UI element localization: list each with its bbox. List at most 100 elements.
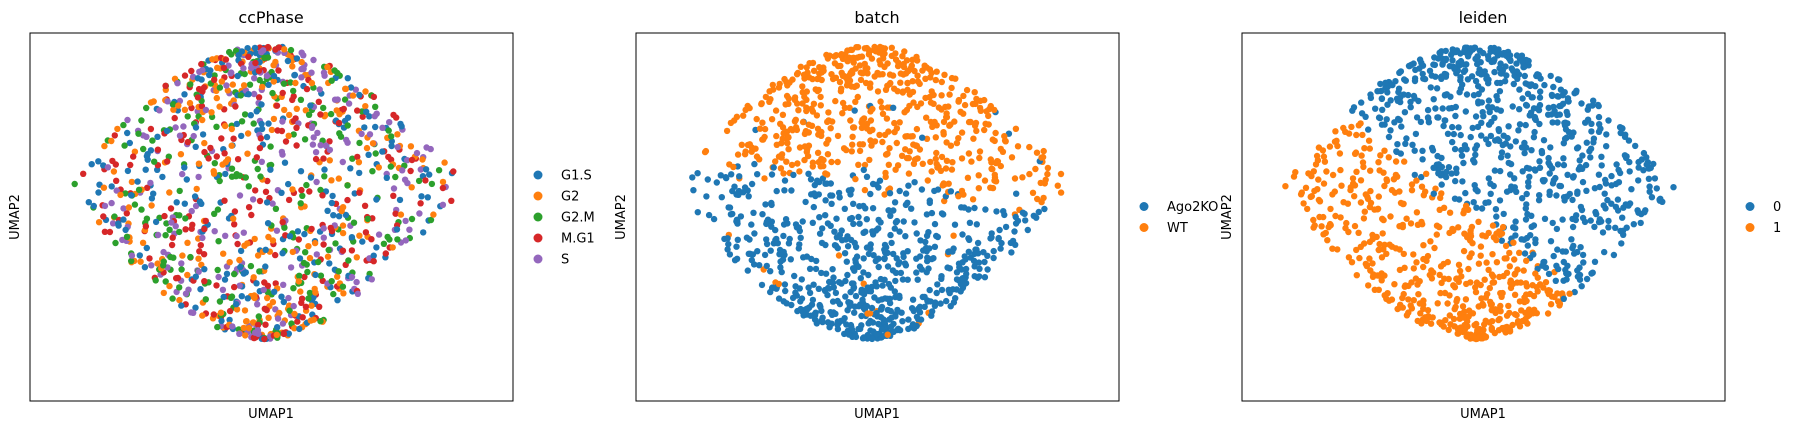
scatter-point: [1626, 168, 1633, 175]
scatter-point: [317, 318, 324, 325]
scatter-point: [877, 219, 884, 226]
scatter-point: [1444, 130, 1452, 137]
scatter-point: [1007, 239, 1014, 247]
scatter-point: [1534, 105, 1541, 112]
scatter-point: [892, 50, 899, 57]
scatter-point: [343, 136, 350, 144]
scatter-point: [198, 200, 205, 207]
scatter-point: [1397, 98, 1404, 106]
scatter-point: [1553, 262, 1560, 269]
scatter-point: [1528, 223, 1535, 230]
scatter-point: [1599, 229, 1607, 236]
scatter-point: [1563, 270, 1570, 277]
scatter-point: [1523, 164, 1531, 172]
scatter-point: [339, 222, 347, 229]
scatter-point: [1603, 143, 1610, 150]
scatter-point: [1437, 194, 1444, 202]
scatter-point: [921, 293, 928, 301]
scatter-point: [183, 176, 190, 183]
scatter-point: [1531, 113, 1539, 121]
scatter-point: [870, 252, 877, 259]
scatter-point: [1493, 213, 1500, 220]
scatter-point: [221, 122, 229, 130]
scatter-point: [863, 302, 871, 310]
scatter-point: [1332, 212, 1339, 220]
scatter-point: [1403, 135, 1410, 142]
scatter-point: [1472, 145, 1479, 153]
scatter-point: [858, 286, 865, 293]
scatter-point: [186, 99, 194, 107]
scatter-point: [1419, 70, 1426, 78]
scatter-point: [1473, 204, 1480, 211]
scatter-point: [236, 172, 244, 179]
scatter-point: [938, 275, 945, 282]
scatter-point: [142, 166, 149, 173]
scatter-point: [836, 300, 844, 308]
scatter-point: [326, 157, 333, 164]
scatter-point: [947, 142, 955, 149]
scatter-point: [734, 236, 741, 243]
scatter-point: [1519, 168, 1526, 175]
scatter-point: [1499, 289, 1506, 297]
scatter-point: [306, 188, 313, 195]
scatter-point: [327, 110, 335, 118]
scatter-point: [210, 311, 217, 318]
scatter-point: [251, 44, 259, 52]
scatter-point: [1347, 184, 1354, 191]
scatter-point: [182, 226, 189, 233]
scatter-point: [1320, 213, 1327, 221]
scatter-point: [213, 94, 220, 102]
scatter-point: [834, 158, 841, 166]
scatter-point: [330, 212, 337, 219]
scatter-point: [856, 53, 863, 61]
scatter-point: [316, 303, 323, 310]
scatter-point: [1326, 220, 1334, 228]
scatter-point: [261, 54, 268, 62]
scatter-point: [800, 254, 807, 261]
scatter-point: [938, 92, 945, 99]
scatter-point: [1640, 167, 1647, 174]
scatter-point: [339, 283, 347, 290]
plot-frame: [635, 32, 1120, 402]
scatter-point: [356, 189, 363, 196]
scatter-point: [791, 272, 798, 280]
scatter-point: [241, 307, 249, 314]
scatter-point: [340, 105, 347, 113]
scatter-point: [126, 139, 133, 147]
scatter-point: [827, 309, 834, 316]
scatter-point: [931, 302, 939, 309]
scatter-point: [1540, 284, 1547, 291]
scatter-point: [113, 177, 120, 184]
scatter-point: [932, 76, 939, 84]
scatter-point: [1375, 193, 1382, 200]
scatter-point: [184, 113, 191, 120]
scatter-point: [123, 210, 130, 217]
scatter-point: [1466, 237, 1474, 244]
scatter-point: [892, 219, 900, 226]
scatter-point: [768, 116, 776, 123]
scatter-point: [1386, 241, 1393, 248]
scatter-point: [197, 242, 204, 249]
scatter-point: [110, 168, 118, 175]
scatter-point: [849, 133, 856, 140]
scatter-point: [1359, 159, 1367, 166]
scatter-point: [762, 201, 769, 208]
scatter-point: [222, 56, 230, 63]
scatter-point: [740, 112, 747, 119]
scatter-point: [1554, 93, 1561, 100]
scatter-point: [787, 125, 795, 133]
scatter-point: [243, 318, 250, 325]
scatter-point: [1547, 301, 1555, 308]
scatter-point: [1420, 75, 1427, 82]
scatter-point: [1401, 76, 1408, 83]
scatter-point: [252, 49, 260, 57]
scatter-point: [306, 289, 314, 297]
scatter-point: [256, 76, 263, 84]
scatter-point: [1522, 216, 1530, 223]
scatter-point: [1526, 311, 1533, 319]
scatter-point: [820, 156, 827, 164]
scatter-point: [422, 177, 429, 184]
scatter-point: [808, 301, 816, 308]
scatter-point: [927, 158, 934, 166]
scatter-point: [798, 276, 805, 283]
